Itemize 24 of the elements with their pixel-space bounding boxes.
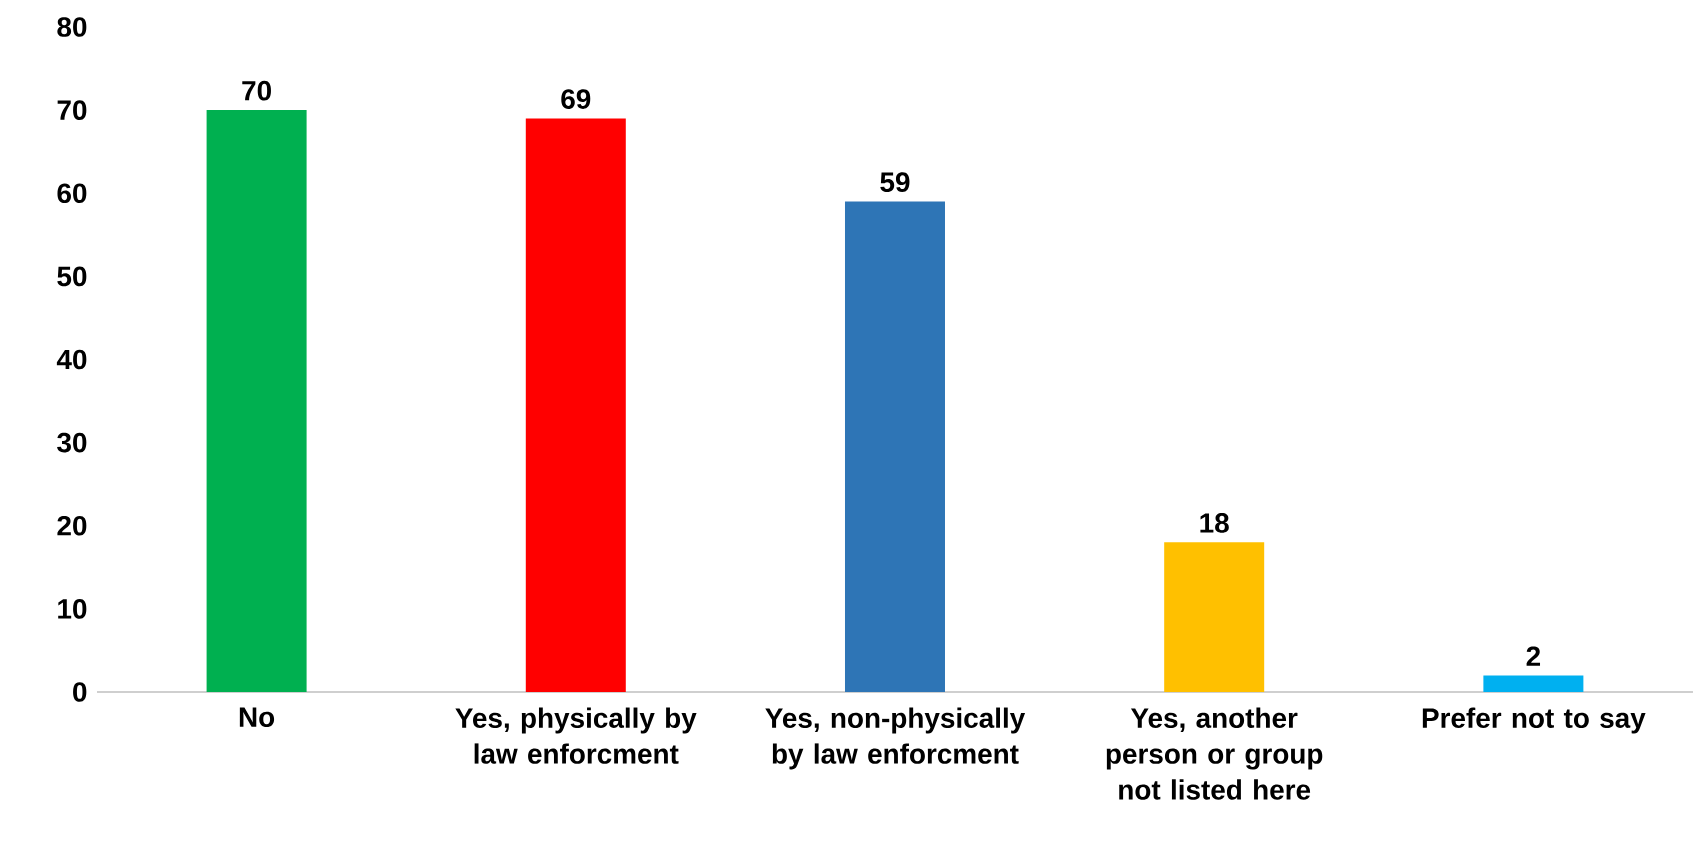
x-tick-label: No	[239, 707, 275, 727]
y-tick-label: 0	[73, 682, 87, 702]
bar	[206, 110, 307, 692]
y-tick-label: 10	[58, 599, 87, 619]
data-label: 70	[242, 80, 271, 101]
data-label: 18	[1200, 513, 1229, 533]
data-label: 2	[1526, 646, 1541, 666]
x-tick-label: Yes, non-physically by law enforcment	[765, 707, 1026, 770]
y-tick-label: 20	[57, 515, 87, 536]
x-tick-label: Prefer not to say	[1422, 707, 1646, 734]
x-tick-label: Yes, another person or group not listed here	[1106, 707, 1323, 800]
x-tick-label: Yes, physically by law enforcment	[455, 707, 697, 764]
y-tick-label: 40	[56, 349, 87, 370]
y-tick-label: 60	[57, 183, 87, 204]
y-tick-label: 70	[57, 100, 87, 120]
data-label: 69	[561, 89, 591, 109]
y-tick-label: 50	[57, 266, 87, 287]
y-tick-label: 80	[57, 17, 87, 37]
bar	[1164, 542, 1265, 692]
bar	[1483, 675, 1584, 692]
y-tick-label: 30	[57, 432, 87, 453]
data-label: 59	[880, 172, 910, 193]
bar	[844, 201, 945, 692]
bar	[525, 118, 626, 692]
